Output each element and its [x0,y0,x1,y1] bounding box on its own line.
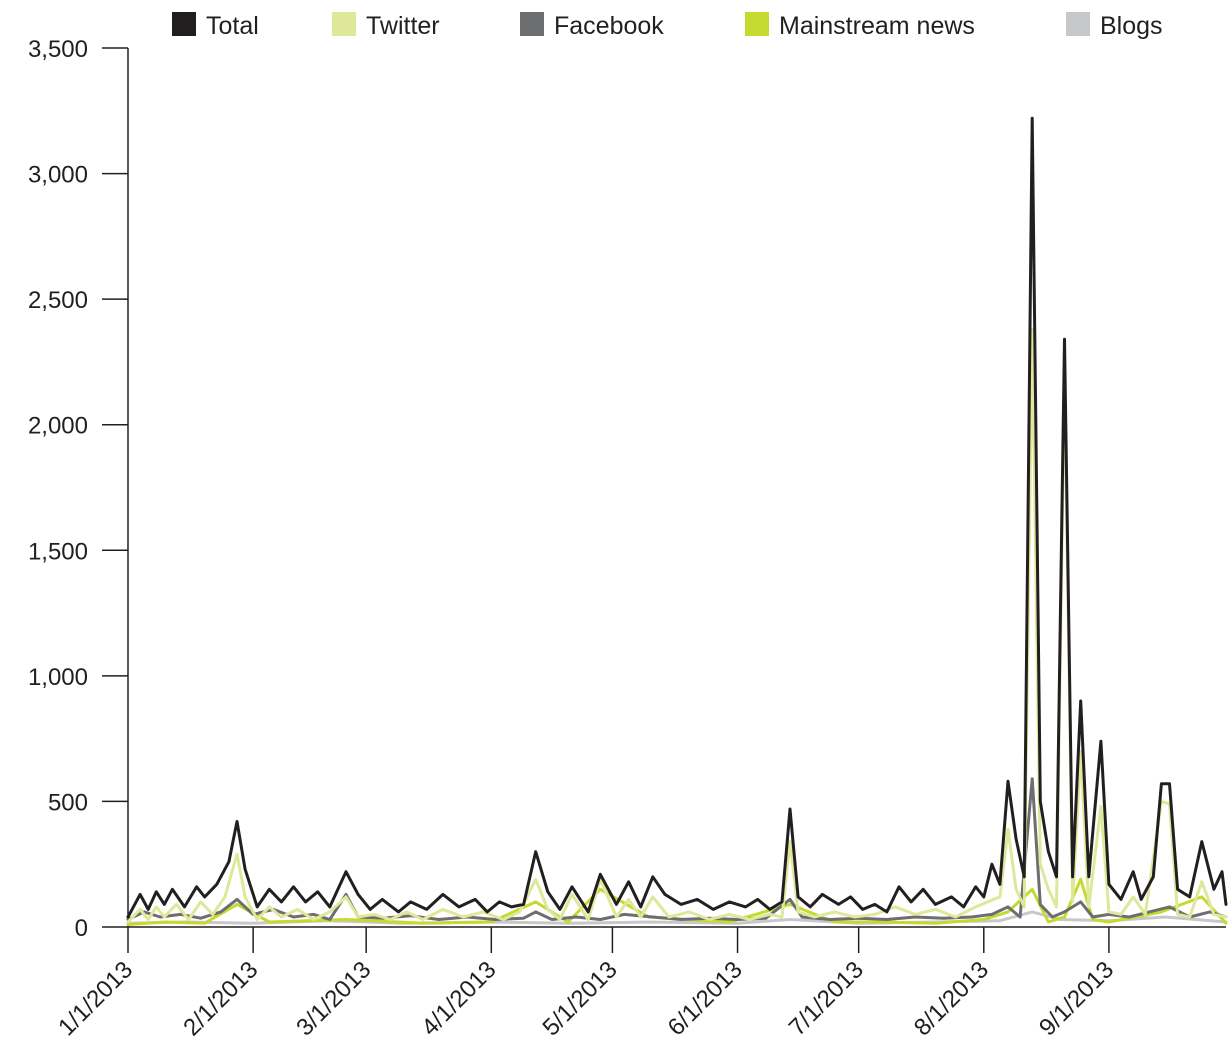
legend-item-total: Total [172,12,259,40]
legend-item-facebook: Facebook [520,12,664,40]
legend-label: Mainstream news [779,12,975,40]
series-line-twitter [126,327,1228,924]
x-tick-label: 2/1/2013 [178,956,263,1041]
y-tick-label: 1,500 [28,538,88,565]
y-axis: 0 500 1,000 1,500 2,000 2,500 3,000 3,500 [28,36,129,942]
x-tick-label: 8/1/2013 [909,956,994,1041]
legend-label: Facebook [554,12,664,40]
legend-label: Blogs [1100,12,1163,40]
series-layer [126,116,1228,926]
legend-item-blogs: Blogs [1066,12,1163,40]
legend-swatch [332,12,356,36]
legend-swatch [1066,12,1090,36]
legend-item-twitter: Twitter [332,12,440,40]
legend-swatch [172,12,196,36]
legend-item-mainstream-news: Mainstream news [745,12,975,40]
x-tick-label: 3/1/2013 [291,956,376,1041]
x-axis: 1/1/2013 2/1/2013 3/1/2013 4/1/2013 5/1/2013… [53,926,1226,1041]
y-tick-label: 3,500 [28,36,88,63]
legend-label: Twitter [366,12,440,40]
y-tick-label: 3,000 [28,162,88,189]
x-tick-label: 1/1/2013 [53,956,138,1041]
legend-swatch [745,12,769,36]
x-tick-label: 7/1/2013 [784,956,869,1041]
x-tick-label: 5/1/2013 [538,956,623,1041]
series-line-facebook [126,777,1228,921]
y-tick-label: 2,000 [28,413,88,440]
y-tick-label: 2,500 [28,287,88,314]
x-tick-label: 6/1/2013 [663,956,748,1041]
chart-legend: Total Twitter Facebook Mainstream news Blogs [172,12,1163,40]
y-tick-label: 0 [75,915,88,942]
legend-swatch [520,12,544,36]
x-tick-label: 4/1/2013 [416,956,501,1041]
series-line-total [126,116,1228,919]
y-tick-label: 1,000 [28,664,88,691]
series-line-mainstream-news [126,877,1228,926]
legend-label: Total [206,12,259,40]
y-tick-label: 500 [48,789,88,816]
x-tick-label: 9/1/2013 [1034,956,1119,1041]
